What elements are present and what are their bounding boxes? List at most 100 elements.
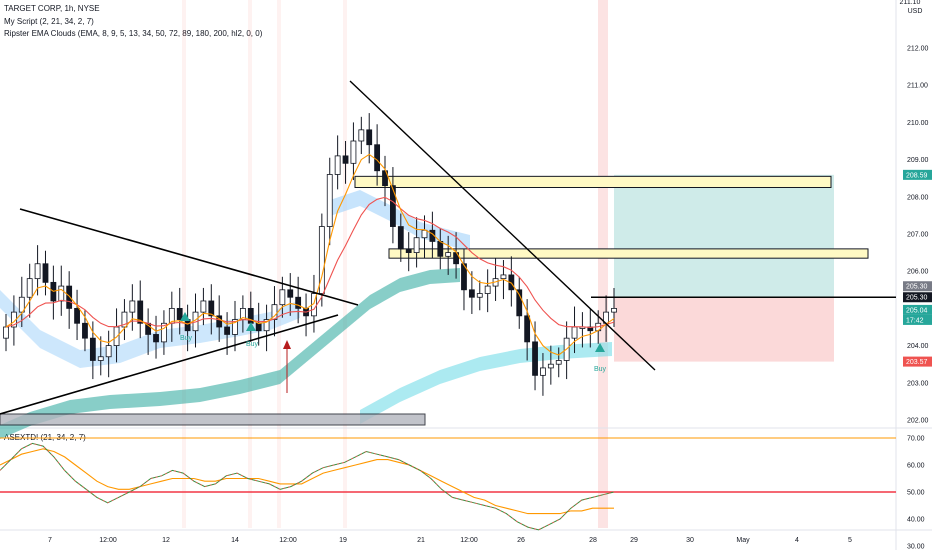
price-tick-label: 210.00 bbox=[907, 120, 929, 127]
price-tick-label: 202.00 bbox=[907, 418, 929, 425]
candle-body bbox=[516, 289, 523, 317]
candle-body bbox=[208, 300, 215, 317]
time-tick-label: 4 bbox=[795, 537, 799, 544]
candle-body bbox=[476, 293, 483, 298]
trendline-drawings[interactable]: Buy Buy Buy bbox=[0, 80, 896, 415]
candle-body bbox=[82, 322, 88, 339]
position-zones bbox=[0, 174, 869, 426]
candle-body bbox=[18, 296, 25, 313]
session-highlight bbox=[598, 0, 608, 528]
candle-body bbox=[342, 155, 349, 164]
time-tick-label: 12 bbox=[162, 537, 170, 544]
price-tag bbox=[903, 169, 932, 180]
price-axis-top-value: 211.10 bbox=[900, 0, 921, 6]
ema-cloud-cyan bbox=[360, 342, 612, 424]
time-tick-label: 12:00 bbox=[460, 537, 478, 544]
candle-body bbox=[279, 289, 286, 306]
candle-body bbox=[611, 307, 617, 313]
candle-body bbox=[34, 263, 41, 280]
target-zone bbox=[614, 174, 834, 298]
time-tick-label: 5 bbox=[848, 537, 852, 544]
candle-body bbox=[263, 319, 270, 332]
candle-body bbox=[540, 367, 546, 376]
session-highlight bbox=[248, 0, 252, 528]
price-tick-label: 207.00 bbox=[907, 232, 929, 239]
price-tick-label: 208.00 bbox=[907, 194, 929, 201]
support-zone[interactable] bbox=[388, 248, 869, 259]
buy-signal-label: Buy bbox=[246, 341, 259, 348]
price-tag bbox=[903, 356, 932, 367]
price-tag-label: 17:42 bbox=[906, 317, 924, 324]
osc-tick-label: 30.00 bbox=[907, 544, 925, 550]
price-tick-label: 212.00 bbox=[907, 46, 929, 53]
chart-title: TARGET CORP, 1h, NYSE bbox=[4, 4, 100, 13]
price-tick-label: 203.00 bbox=[907, 380, 929, 387]
arrow-head[interactable] bbox=[283, 340, 291, 349]
candle-body bbox=[374, 144, 381, 172]
script-legend[interactable]: My Script (2, 21, 34, 2, 7) bbox=[4, 17, 94, 26]
candle-body bbox=[200, 300, 207, 313]
price-tag-label: 203.57 bbox=[906, 359, 928, 366]
ema-cloud-blue bbox=[0, 290, 300, 368]
osc-tick-label: 70.00 bbox=[907, 436, 925, 443]
price-tag-label: 208.59 bbox=[906, 172, 928, 179]
candle-body bbox=[532, 341, 538, 376]
time-tick-label: 28 bbox=[589, 537, 597, 544]
candle-body bbox=[468, 289, 475, 298]
candle-body bbox=[405, 248, 412, 254]
currency-label: USD bbox=[908, 8, 923, 15]
price-axis: 211.10 USD 212.00 211.00 210.00 209.00 208.00 2… bbox=[900, 0, 932, 425]
candle-body bbox=[397, 226, 404, 250]
candle-body bbox=[26, 278, 33, 298]
candle-body bbox=[121, 311, 128, 328]
candle-body bbox=[366, 129, 373, 146]
price-tick-label: 206.00 bbox=[907, 269, 929, 276]
time-tick-label: 19 bbox=[339, 537, 347, 544]
candle-body bbox=[216, 315, 223, 328]
candle-body bbox=[224, 326, 230, 335]
candle-body bbox=[358, 129, 365, 142]
price-tag bbox=[903, 281, 932, 292]
price-tag-label: 205.04 bbox=[906, 307, 928, 314]
price-tick-label: 204.00 bbox=[907, 343, 929, 350]
time-axis: 7 12:00 12 14 12:00 19 21 12:00 26 28 29 30 May 4 5 bbox=[48, 537, 852, 544]
candle-body bbox=[42, 263, 49, 283]
price-tag bbox=[903, 304, 932, 315]
candle-body bbox=[3, 326, 9, 339]
price-series bbox=[3, 113, 617, 396]
candle-body bbox=[390, 185, 396, 227]
candle-body bbox=[445, 252, 452, 257]
ema-cloud-green bbox=[0, 268, 460, 439]
candle-body bbox=[271, 304, 278, 320]
descending-trendline-left[interactable] bbox=[19, 208, 359, 306]
price-tick-label: 211.00 bbox=[907, 83, 928, 90]
oscillator-pane: 70.00 60.00 50.00 40.00 30.00 bbox=[0, 436, 925, 550]
ema-clouds-legend[interactable]: Ripster EMA Clouds (EMA, 8, 9, 5, 13, 34… bbox=[4, 29, 263, 38]
time-tick-label: 21 bbox=[417, 537, 425, 544]
resistance-zone[interactable] bbox=[354, 175, 832, 188]
candle-body bbox=[153, 334, 159, 343]
candle-body bbox=[89, 337, 96, 361]
session-highlight bbox=[277, 0, 281, 528]
time-tick-label: 30 bbox=[686, 537, 694, 544]
candle-body bbox=[547, 363, 554, 369]
time-tick-label: 12:00 bbox=[99, 537, 117, 544]
candle-body bbox=[318, 226, 325, 294]
osc-tick-label: 60.00 bbox=[907, 463, 925, 470]
candle-body bbox=[350, 140, 357, 164]
time-tick-label: May bbox=[736, 537, 750, 544]
buy-signal-label: Buy bbox=[180, 335, 193, 342]
candle-body bbox=[129, 300, 136, 313]
price-tag-label: 205.30 bbox=[906, 295, 928, 302]
session-highlight bbox=[343, 0, 347, 528]
candle-body bbox=[74, 307, 80, 324]
candle-body bbox=[421, 229, 428, 239]
ascending-trendline[interactable] bbox=[0, 314, 339, 415]
candle-body bbox=[571, 326, 578, 339]
oscillator-legend[interactable]: ASEXTD! (21, 34, 2, 7) bbox=[4, 433, 86, 442]
descending-trendline-right[interactable] bbox=[349, 80, 656, 371]
candle-body bbox=[161, 322, 167, 343]
candle-body bbox=[382, 170, 388, 187]
time-tick-label: 29 bbox=[630, 537, 638, 544]
